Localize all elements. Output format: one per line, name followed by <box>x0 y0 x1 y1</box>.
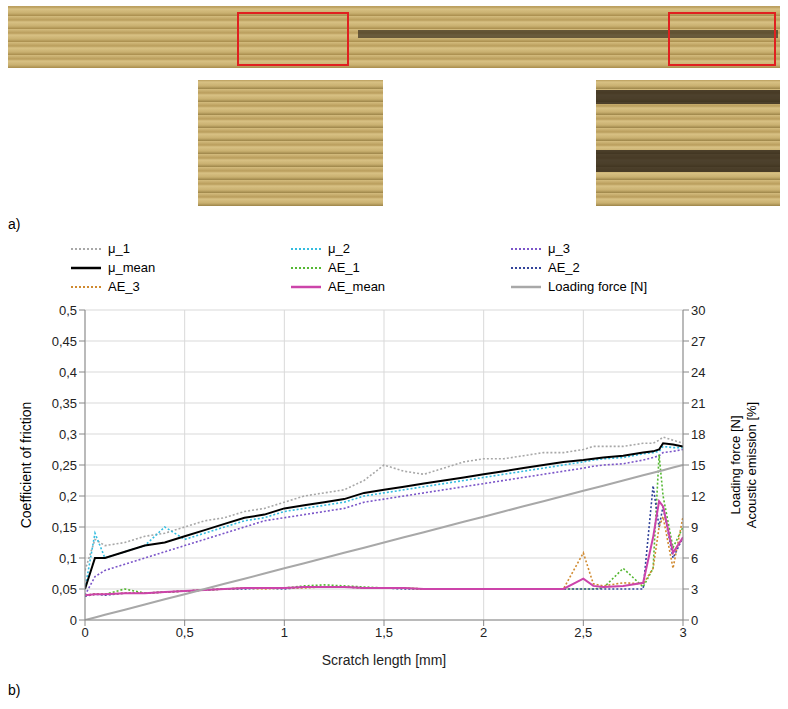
html-text:μ_3: μ_3 <box>548 241 570 256</box>
svg-text:21: 21 <box>691 396 705 411</box>
svg-text:15: 15 <box>691 458 705 473</box>
svg-text:3: 3 <box>679 625 686 640</box>
html-text:AE_3: AE_3 <box>108 279 140 294</box>
html-text:Acoustic emission [%]: Acoustic emission [%] <box>744 401 759 529</box>
svg-text:0,5: 0,5 <box>59 303 77 318</box>
svg-text:3: 3 <box>691 582 698 597</box>
svg-text:0,1: 0,1 <box>59 551 77 566</box>
svg-text:0,4: 0,4 <box>59 365 77 380</box>
svg-text:9: 9 <box>691 520 698 535</box>
html-text:Loading force [N]: Loading force [N] <box>728 415 743 515</box>
svg-text:27: 27 <box>691 334 705 349</box>
svg-text:0: 0 <box>691 613 698 628</box>
html-text:a): a) <box>8 216 21 232</box>
svg-text:0,2: 0,2 <box>59 489 77 504</box>
svg-text:2,5: 2,5 <box>574 625 592 640</box>
html-text:μ_1: μ_1 <box>108 241 130 256</box>
svg-text:2: 2 <box>480 625 487 640</box>
svg-text:0: 0 <box>81 625 88 640</box>
svg-text:0,05: 0,05 <box>52 582 77 597</box>
html-text:μ_2: μ_2 <box>328 241 350 256</box>
svg-text:30: 30 <box>691 303 705 318</box>
svg-text:Scratch length [mm]: Scratch length [mm] <box>322 652 447 668</box>
html-text:AE_1: AE_1 <box>328 260 360 275</box>
html-text:AE_mean: AE_mean <box>328 279 386 294</box>
html-text:Loading force [N]: Loading force [N] <box>548 279 647 294</box>
svg-text:0,3: 0,3 <box>59 427 77 442</box>
svg-text:0,35: 0,35 <box>52 396 77 411</box>
svg-text:6: 6 <box>691 551 698 566</box>
svg-text:1,5: 1,5 <box>375 625 393 640</box>
html-text:μ_mean: μ_mean <box>108 260 156 275</box>
svg-text:12: 12 <box>691 489 705 504</box>
html-text:b): b) <box>8 682 21 698</box>
svg-text:18: 18 <box>691 427 705 442</box>
svg-text:0,15: 0,15 <box>52 520 77 535</box>
svg-text:0,45: 0,45 <box>52 334 77 349</box>
svg-text:0,5: 0,5 <box>176 625 194 640</box>
svg-text:0,25: 0,25 <box>52 458 77 473</box>
svg-text:24: 24 <box>691 365 705 380</box>
svg-text:0: 0 <box>70 613 77 628</box>
html-text:AE_2: AE_2 <box>548 260 580 275</box>
html-text:Coefficient of friction: Coefficient of friction <box>18 401 34 529</box>
svg-text:1: 1 <box>281 625 288 640</box>
